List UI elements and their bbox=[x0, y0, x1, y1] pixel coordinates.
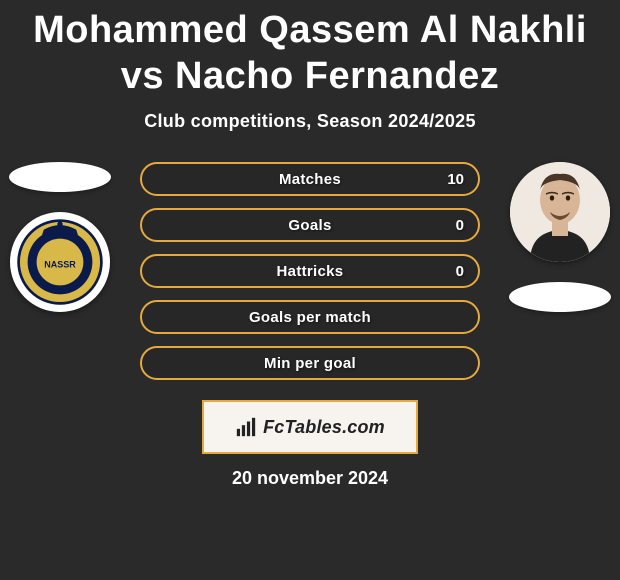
subtitle: Club competitions, Season 2024/2025 bbox=[0, 111, 620, 132]
logo-box[interactable]: FcTables.com bbox=[202, 400, 418, 454]
comparison-content: NASSR Matches 10 bbox=[0, 162, 620, 489]
stat-row: Hattricks 0 bbox=[140, 254, 480, 288]
stat-label: Min per goal bbox=[264, 355, 356, 372]
stat-label: Goals bbox=[288, 217, 331, 234]
stat-right-value: 0 bbox=[456, 217, 464, 234]
stat-label: Matches bbox=[279, 171, 341, 188]
stats-rows: Matches 10 Goals 0 Hattricks 0 Goals per… bbox=[140, 162, 480, 380]
stat-row: Min per goal bbox=[140, 346, 480, 380]
player2-column bbox=[500, 162, 620, 312]
chart-icon bbox=[235, 416, 257, 438]
stat-label: Hattricks bbox=[277, 263, 344, 280]
player2-avatar bbox=[510, 162, 610, 262]
player2-flag bbox=[509, 282, 611, 312]
logo-text: FcTables.com bbox=[263, 417, 385, 438]
player1-flag bbox=[9, 162, 111, 192]
club-badge-icon: NASSR bbox=[15, 217, 105, 307]
stat-row: Goals per match bbox=[140, 300, 480, 334]
stat-row: Goals 0 bbox=[140, 208, 480, 242]
stat-row: Matches 10 bbox=[140, 162, 480, 196]
player1-club-badge: NASSR bbox=[10, 212, 110, 312]
stat-right-value: 0 bbox=[456, 263, 464, 280]
page-title: Mohammed Qassem Al Nakhli vs Nacho Ferna… bbox=[0, 0, 620, 99]
player1-column: NASSR bbox=[0, 162, 120, 312]
svg-text:NASSR: NASSR bbox=[44, 260, 76, 270]
person-icon bbox=[510, 162, 610, 262]
stat-label: Goals per match bbox=[249, 309, 371, 326]
stat-right-value: 10 bbox=[447, 171, 464, 188]
date-text: 20 november 2024 bbox=[0, 468, 620, 489]
